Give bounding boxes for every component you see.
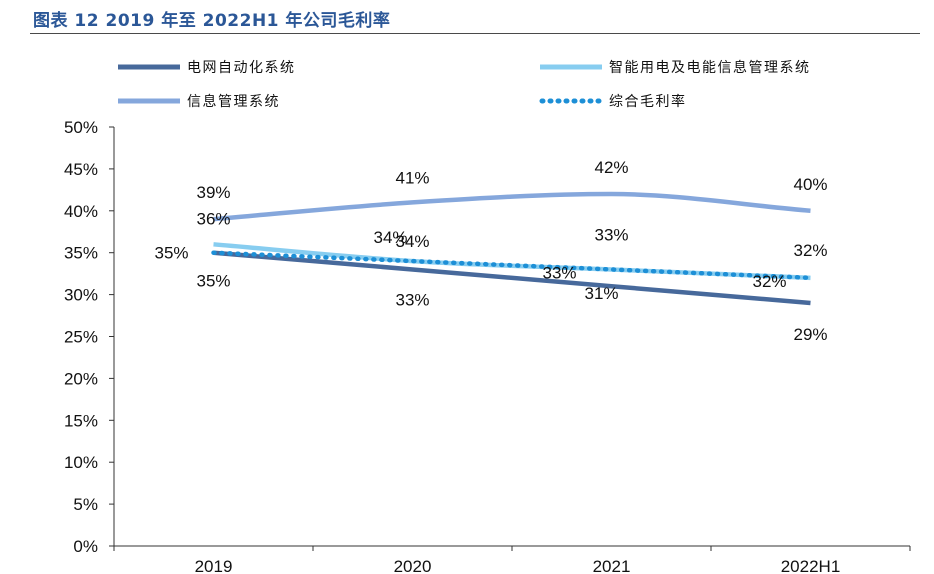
data-label: 35% [154, 244, 188, 263]
data-label: 32% [793, 241, 827, 260]
data-label: 39% [196, 183, 230, 202]
series-lines [211, 191, 813, 306]
legend-label: 智能用电及电能信息管理系统 [609, 59, 811, 76]
data-label: 34% [373, 228, 407, 247]
legend-label: 信息管理系统 [187, 93, 280, 110]
y-tick-label: 30% [64, 286, 98, 305]
legend-label: 电网自动化系统 [187, 60, 296, 76]
legend-item: 智能用电及电能信息管理系统 [540, 59, 811, 76]
data-label: 41% [395, 168, 429, 187]
chart-title: 图表 12 2019 年至 2022H1 年公司毛利率 [33, 11, 391, 31]
x-tick-label: 2020 [394, 557, 432, 574]
data-labels: 35% 33% 31% 29% 36% 34% 33% 32% 39% 41% 42% 40% 35% 3… [154, 158, 827, 344]
title-rule [30, 33, 920, 34]
data-label: 32% [752, 272, 786, 291]
data-label: 42% [594, 158, 628, 177]
y-tick-label: 45% [64, 160, 98, 179]
x-tick-label: 2021 [593, 557, 631, 574]
data-label: 33% [594, 225, 628, 244]
y-tick-label: 0% [73, 537, 98, 556]
y-tick-label: 50% [64, 118, 98, 137]
data-label: 34% [395, 232, 429, 251]
series-line-3 [211, 250, 813, 281]
y-tick-label: 40% [64, 202, 98, 221]
legend-item: 综合毛利率 [539, 93, 687, 110]
data-label: 31% [584, 284, 618, 303]
data-label: 40% [793, 175, 827, 194]
data-label: 33% [395, 290, 429, 309]
y-tick-label: 5% [73, 495, 98, 514]
series-line-0 [213, 250, 811, 306]
y-tick-label: 20% [64, 369, 98, 388]
y-tick-label: 10% [64, 453, 98, 472]
data-label: 29% [793, 325, 827, 344]
legend-item: 电网自动化系统 [118, 60, 296, 76]
data-label: 36% [196, 209, 230, 228]
legend-label: 综合毛利率 [609, 93, 687, 110]
y-tick-label: 15% [64, 411, 98, 430]
x-tick-label: 2022H1 [781, 557, 841, 574]
x-tick-label: 2019 [195, 557, 233, 574]
axes: 0% 5% 10% 15% 20% 25% 30% 35% 40% 45% 50% 2019 2020 2… [64, 118, 911, 574]
series-line-2 [213, 191, 811, 222]
data-label: 33% [542, 263, 576, 282]
legend-item: 信息管理系统 [118, 93, 280, 110]
data-label: 35% [196, 272, 230, 291]
y-tick-label: 35% [64, 244, 98, 263]
y-tick-label: 25% [64, 328, 98, 347]
